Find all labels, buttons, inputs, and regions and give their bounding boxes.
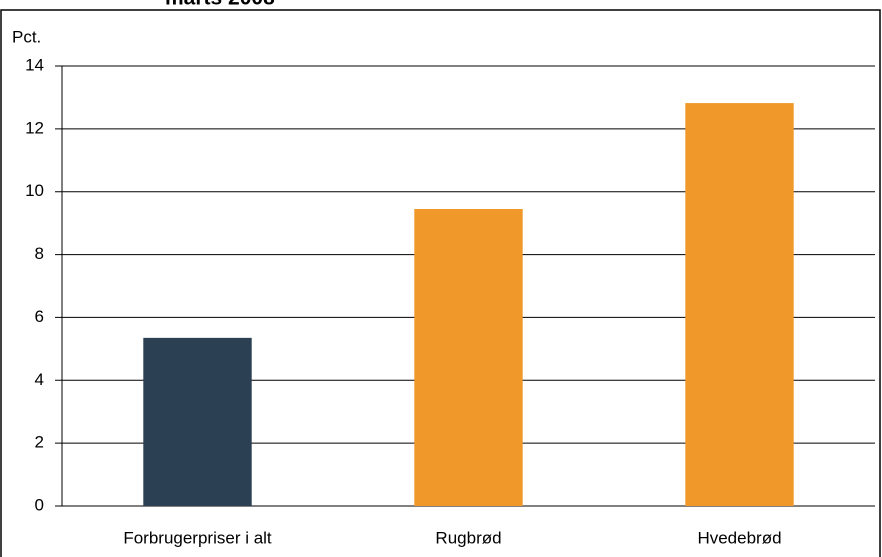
y-tick-label: 6 bbox=[35, 307, 44, 326]
y-tick-label: 14 bbox=[25, 55, 44, 74]
y-tick-label: 12 bbox=[25, 118, 44, 137]
y-axis-label: Pct. bbox=[12, 27, 41, 46]
bar bbox=[414, 209, 523, 506]
y-tick-label: 4 bbox=[35, 370, 44, 389]
frame bbox=[0, 9, 881, 557]
y-tick-label: 2 bbox=[35, 433, 44, 452]
y-tick-label: 8 bbox=[35, 244, 44, 263]
chart-title: marts 2008 bbox=[165, 0, 275, 10]
y-tick-label: 10 bbox=[25, 181, 44, 200]
y-tick-label: 0 bbox=[35, 495, 44, 514]
bar bbox=[143, 337, 252, 506]
bar bbox=[685, 103, 794, 506]
title-background bbox=[150, 0, 330, 9]
x-tick-label: Forbrugerpriser i alt bbox=[123, 528, 272, 547]
x-tick-label: Hvedebrød bbox=[697, 528, 781, 547]
x-tick-label: Rugbrød bbox=[435, 528, 501, 547]
